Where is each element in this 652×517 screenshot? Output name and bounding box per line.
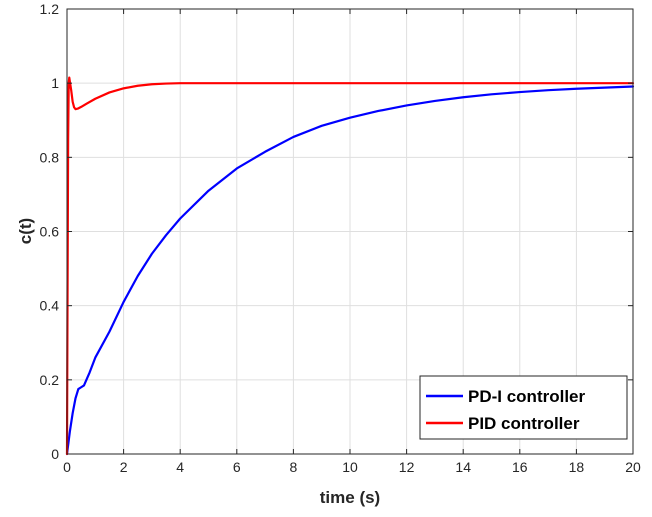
x-tick-label: 6 (233, 459, 241, 475)
legend: PD-I controller PID controller (419, 375, 628, 440)
y-tick-label: 0.2 (40, 372, 60, 388)
series-layer (65, 76, 635, 456)
tick-labels: 0 2 4 6 8 10 12 14 16 18 20 0 0.2 0.4 0.6 0.8 1 1.2 (40, 1, 641, 475)
x-tick-label: 18 (569, 459, 585, 475)
x-tick-label: 0 (63, 459, 71, 475)
x-tick-label: 2 (120, 459, 128, 475)
y-tick-label: 0.8 (40, 149, 60, 165)
y-tick-label: 0.6 (40, 224, 60, 240)
legend-label-pid: PID controller (468, 414, 580, 433)
x-tick-label: 8 (290, 459, 298, 475)
x-tick-label: 12 (399, 459, 415, 475)
legend-label-pd-i: PD-I controller (468, 387, 586, 406)
y-axis-label: c(t) (16, 218, 35, 244)
series-line-pd-i (65, 85, 635, 456)
x-tick-label: 20 (625, 459, 641, 475)
x-axis-label: time (s) (320, 488, 380, 507)
legend-box (419, 375, 628, 440)
series-line-pid (65, 76, 635, 456)
ticks (66, 8, 634, 455)
x-tick-label: 4 (176, 459, 184, 475)
x-tick-label: 14 (455, 459, 471, 475)
y-tick-label: 0 (51, 446, 59, 462)
x-tick-label: 16 (512, 459, 528, 475)
x-tick-label: 10 (342, 459, 358, 475)
y-tick-label: 0.4 (40, 298, 60, 314)
y-tick-label: 1 (51, 75, 59, 91)
y-tick-label: 1.2 (40, 1, 60, 17)
